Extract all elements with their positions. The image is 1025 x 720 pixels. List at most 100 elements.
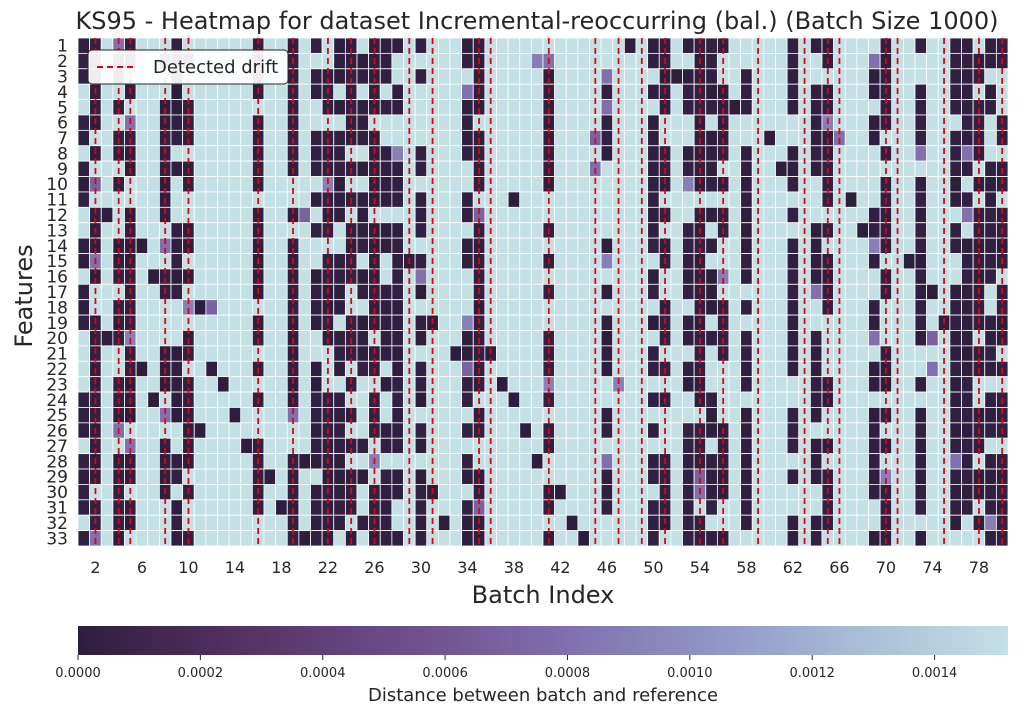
- heatmap-cell: [135, 222, 149, 239]
- heatmap-cell: [914, 437, 928, 455]
- heatmap-cell: [333, 268, 346, 285]
- heatmap-cell: [775, 237, 788, 254]
- heatmap-cell: [135, 314, 149, 331]
- heatmap-cell: [902, 176, 916, 193]
- heatmap-cell: [193, 314, 207, 331]
- heatmap-cell: [949, 145, 962, 162]
- heatmap-cell: [530, 422, 544, 439]
- heatmap-cell: [647, 145, 660, 162]
- heatmap-cell: [670, 514, 683, 532]
- heatmap-cell: [240, 222, 253, 239]
- heatmap-cell: [496, 37, 509, 54]
- heatmap-cell: [554, 129, 567, 147]
- heatmap-cell: [275, 268, 288, 285]
- heatmap-cell: [449, 360, 463, 378]
- heatmap-cell: [530, 222, 544, 239]
- heatmap-cell: [740, 68, 753, 85]
- heatmap-cell: [670, 253, 683, 270]
- heatmap-cell: [926, 222, 939, 239]
- heatmap-cell: [379, 191, 393, 208]
- heatmap-cell: [310, 422, 323, 439]
- heatmap-cell: [449, 129, 463, 147]
- x-tick-label: 18: [271, 558, 291, 577]
- heatmap-cell: [228, 83, 242, 100]
- heatmap-cell: [623, 360, 637, 378]
- y-tick-label: 32: [46, 514, 68, 534]
- heatmap-cell: [577, 530, 590, 547]
- heatmap-cell: [507, 145, 521, 162]
- heatmap-cell: [902, 437, 916, 455]
- heatmap-cell: [275, 176, 288, 193]
- heatmap-cell: [914, 514, 928, 532]
- heatmap-cell: [379, 129, 393, 147]
- heatmap-cell: [775, 222, 788, 239]
- heatmap-cell: [565, 68, 579, 85]
- heatmap-cell: [333, 299, 346, 316]
- heatmap-cell: [437, 314, 451, 331]
- heatmap-cell: [437, 283, 451, 301]
- heatmap-cell: [507, 514, 521, 532]
- heatmap-cell: [577, 514, 590, 532]
- heatmap-cell: [809, 237, 823, 254]
- heatmap-cell: [170, 83, 184, 100]
- heatmap-cell: [437, 268, 451, 285]
- heatmap-cell: [461, 176, 474, 193]
- drift-lines: [94, 38, 1004, 546]
- chart-title: KS95 - Heatmap for dataset Incremental-r…: [75, 7, 998, 35]
- heatmap-cell: [530, 283, 544, 301]
- heatmap-cell: [77, 468, 91, 485]
- heatmap-cell: [333, 191, 346, 208]
- heatmap-cell: [728, 468, 742, 485]
- heatmap-cell: [786, 253, 800, 270]
- y-tick-label: 33: [46, 529, 68, 549]
- heatmap-cell: [682, 129, 695, 147]
- heatmap-cell: [868, 129, 881, 147]
- heatmap-cell: [868, 268, 881, 285]
- heatmap-cell: [205, 484, 218, 501]
- heatmap-cell: [856, 114, 869, 131]
- heatmap-cell: [740, 422, 753, 439]
- heatmap-cell: [77, 422, 91, 439]
- heatmap-cell: [356, 314, 370, 331]
- heatmap-cell: [379, 376, 393, 393]
- heatmap-cell: [809, 191, 823, 208]
- heatmap-cell: [356, 52, 370, 70]
- heatmap-cell: [77, 530, 91, 547]
- heatmap-cell: [391, 37, 404, 54]
- heatmap-cell: [682, 176, 695, 193]
- heatmap-cell: [786, 499, 800, 516]
- heatmap-cell: [170, 191, 184, 208]
- heatmap-cell: [914, 160, 928, 177]
- heatmap-cell: [240, 376, 253, 393]
- heatmap-cell: [844, 206, 858, 224]
- heatmap-cell: [217, 145, 230, 162]
- heatmap-cell: [77, 514, 91, 532]
- heatmap-cell: [193, 268, 207, 285]
- heatmap-cell: [205, 468, 218, 485]
- heatmap-cell: [333, 530, 346, 547]
- heatmap-cell: [507, 206, 521, 224]
- heatmap-cell: [193, 283, 207, 301]
- heatmap-cell: [437, 237, 451, 254]
- heatmap-cell: [984, 83, 997, 100]
- heatmap-cell: [333, 145, 346, 162]
- heatmap-cell: [298, 407, 311, 424]
- heatmap-cell: [449, 299, 463, 316]
- heatmap-cell: [310, 376, 323, 393]
- heatmap-cell: [670, 499, 683, 516]
- heatmap-cell: [740, 160, 753, 177]
- heatmap-cell: [100, 206, 114, 224]
- heatmap-cell: [461, 484, 474, 501]
- heatmap-cell: [740, 52, 753, 70]
- y-tick-label: 30: [46, 483, 68, 503]
- heatmap-cell: [809, 330, 823, 347]
- heatmap-cell: [600, 191, 614, 208]
- heatmap-cell: [275, 129, 288, 147]
- y-tick-label: 21: [46, 345, 68, 365]
- heatmap-cell: [844, 145, 858, 162]
- heatmap-cell: [240, 206, 253, 224]
- heatmap-cell: [682, 268, 695, 285]
- heatmap-cell: [844, 345, 858, 362]
- heatmap-cell: [530, 499, 544, 516]
- heatmap-cell: [530, 237, 544, 254]
